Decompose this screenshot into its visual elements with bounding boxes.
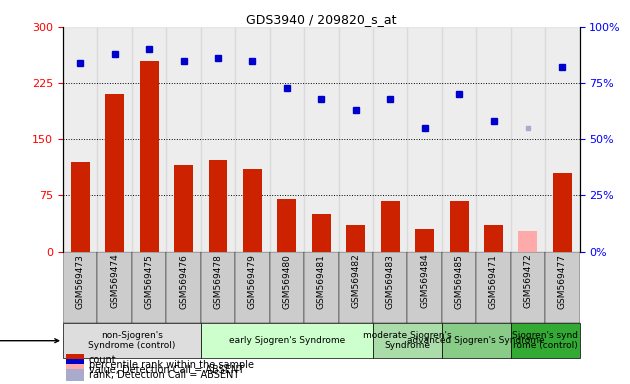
Bar bbox=[553, 173, 572, 252]
Bar bbox=[277, 199, 296, 252]
Text: GSM569472: GSM569472 bbox=[524, 254, 532, 308]
Bar bbox=[201, 323, 373, 358]
Bar bbox=[66, 364, 84, 376]
Bar bbox=[63, 323, 201, 358]
Text: disease state: disease state bbox=[0, 336, 59, 346]
Bar bbox=[270, 252, 304, 323]
Bar bbox=[381, 200, 399, 252]
Text: GSM569481: GSM569481 bbox=[317, 254, 326, 308]
Bar bbox=[304, 27, 338, 252]
Bar bbox=[442, 252, 476, 323]
Bar bbox=[338, 27, 373, 252]
Text: GSM569474: GSM569474 bbox=[110, 254, 119, 308]
Bar bbox=[408, 27, 442, 252]
Bar bbox=[442, 27, 476, 252]
Bar bbox=[66, 354, 84, 367]
Bar bbox=[66, 369, 84, 381]
Text: GSM569475: GSM569475 bbox=[145, 254, 154, 308]
Bar bbox=[209, 160, 227, 252]
Bar bbox=[66, 359, 84, 371]
Bar bbox=[312, 214, 331, 252]
Text: GSM569480: GSM569480 bbox=[282, 254, 291, 308]
Bar bbox=[166, 27, 201, 252]
Bar bbox=[511, 27, 545, 252]
Bar bbox=[235, 252, 270, 323]
Bar bbox=[450, 200, 469, 252]
Text: value, Detection Call = ABSENT: value, Detection Call = ABSENT bbox=[89, 365, 244, 375]
Bar bbox=[373, 252, 408, 323]
Text: non-Sjogren's
Syndrome (control): non-Sjogren's Syndrome (control) bbox=[88, 331, 176, 351]
Bar bbox=[545, 27, 580, 252]
Bar bbox=[166, 252, 201, 323]
Text: rank, Detection Call = ABSENT: rank, Detection Call = ABSENT bbox=[89, 370, 239, 380]
Text: GSM569478: GSM569478 bbox=[214, 254, 222, 308]
Text: count: count bbox=[89, 355, 117, 365]
Bar bbox=[63, 27, 98, 252]
Text: GSM569482: GSM569482 bbox=[352, 254, 360, 308]
Text: GSM569476: GSM569476 bbox=[179, 254, 188, 308]
Bar bbox=[476, 252, 511, 323]
Text: GSM569473: GSM569473 bbox=[76, 254, 84, 308]
Bar bbox=[235, 27, 270, 252]
Text: GSM569485: GSM569485 bbox=[455, 254, 464, 308]
Text: GSM569471: GSM569471 bbox=[489, 254, 498, 308]
Bar bbox=[201, 27, 235, 252]
Text: early Sjogren's Syndrome: early Sjogren's Syndrome bbox=[229, 336, 345, 345]
Text: GSM569477: GSM569477 bbox=[558, 254, 567, 308]
Bar bbox=[408, 252, 442, 323]
Bar bbox=[98, 27, 132, 252]
Bar bbox=[373, 323, 442, 358]
Bar bbox=[484, 225, 503, 252]
Text: moderate Sjogren's
Syndrome: moderate Sjogren's Syndrome bbox=[363, 331, 452, 351]
Text: GSM569483: GSM569483 bbox=[386, 254, 394, 308]
Bar bbox=[98, 252, 132, 323]
Bar bbox=[373, 27, 408, 252]
Text: Sjogren's synd
rome (control): Sjogren's synd rome (control) bbox=[512, 331, 578, 351]
Text: percentile rank within the sample: percentile rank within the sample bbox=[89, 360, 254, 370]
Text: advanced Sjogren's Syndrome: advanced Sjogren's Syndrome bbox=[408, 336, 545, 345]
Bar bbox=[132, 252, 166, 323]
Title: GDS3940 / 209820_s_at: GDS3940 / 209820_s_at bbox=[246, 13, 396, 26]
Bar bbox=[338, 252, 373, 323]
Bar bbox=[442, 323, 511, 358]
Bar bbox=[304, 252, 338, 323]
Bar bbox=[174, 166, 193, 252]
Text: GSM569484: GSM569484 bbox=[420, 254, 429, 308]
Bar bbox=[71, 162, 89, 252]
Bar bbox=[132, 27, 166, 252]
Bar bbox=[201, 252, 235, 323]
Bar bbox=[511, 252, 545, 323]
Bar bbox=[415, 229, 434, 252]
Bar bbox=[511, 323, 580, 358]
Bar bbox=[270, 27, 304, 252]
Bar bbox=[243, 169, 262, 252]
Bar bbox=[346, 225, 365, 252]
Bar bbox=[63, 252, 98, 323]
Bar bbox=[518, 230, 537, 252]
Bar bbox=[476, 27, 511, 252]
Bar bbox=[140, 61, 159, 252]
Bar bbox=[105, 94, 124, 252]
Bar bbox=[545, 252, 580, 323]
Text: GSM569479: GSM569479 bbox=[248, 254, 257, 308]
